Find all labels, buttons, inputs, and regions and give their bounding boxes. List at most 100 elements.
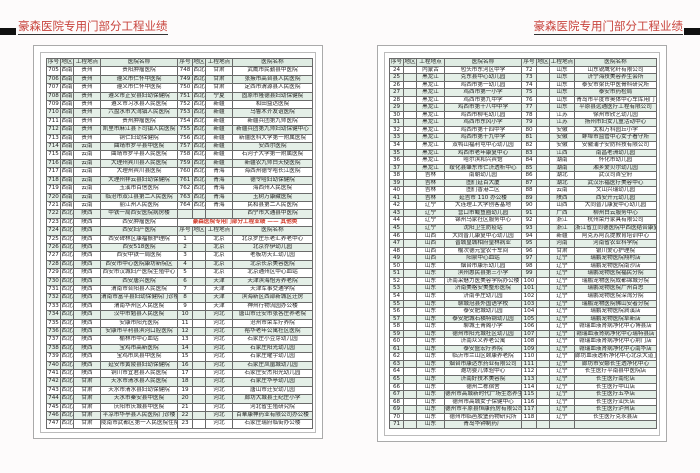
region: 西北 <box>60 251 74 261</box>
hospital-name: 遵义市正安县妇幼保健院 <box>100 91 178 102</box>
row-number: 3 <box>177 251 193 261</box>
table-row: 44 辽宁 锦州乌家社区服务中心 92 浙江 杭州荣丹家具有限公司 <box>389 216 657 226</box>
row-number: 19 <box>177 385 193 396</box>
project-location: 黑龙江 <box>416 148 445 158</box>
row-number: 735 <box>46 318 61 329</box>
row-number: 49 <box>389 254 404 263</box>
row-number: 761 <box>177 175 193 186</box>
row-number: 113 <box>521 374 537 384</box>
row-number: 70 <box>389 412 404 422</box>
region <box>192 377 206 387</box>
row-number: 46 <box>389 231 404 241</box>
project-location: 辽宁 <box>549 344 575 354</box>
row-number: 20 <box>177 394 193 404</box>
region <box>403 88 417 97</box>
table-row: 49 山西 阳泉中心血站 97 辽宁 瑞鹏宠物医院翔村店 <box>389 254 657 263</box>
hospital-name: 长生医疗南伦店 <box>574 374 657 384</box>
project-location: 辽宁 <box>549 405 575 414</box>
column-header: 医院名称 <box>444 58 522 67</box>
project-location: 陕西 <box>73 343 101 354</box>
project-location: 黑龙江 <box>416 133 445 142</box>
region: 西北 <box>60 268 74 278</box>
row-number: 47 <box>389 239 404 248</box>
project-location: 山西 <box>416 231 445 241</box>
row-number: 78 <box>521 110 537 120</box>
row-number: 744 <box>46 394 61 404</box>
row-number: 713 <box>46 133 61 144</box>
row-number: 117 <box>521 405 537 414</box>
row-number: 736 <box>46 326 61 337</box>
row-number: 73 <box>521 73 537 82</box>
hospital-name: 潍坊婴儿体验中心 <box>444 367 522 376</box>
project-location: 甘肃 <box>73 411 101 421</box>
project-location: 辽宁 <box>416 216 445 226</box>
row-number: 758 <box>177 150 193 160</box>
project-location: 黑龙江 <box>416 88 445 97</box>
hospital-name: 大理州祥云县妇幼保健院 <box>100 175 178 186</box>
region <box>536 299 550 309</box>
project-location: 陕西 <box>73 360 101 371</box>
project-location: 安徽 <box>549 133 575 142</box>
project-location: 黑龙江 <box>416 156 445 165</box>
hospital-name: 汉中市勉县人民医院 <box>100 310 178 320</box>
row-number: 79 <box>521 118 537 127</box>
row-number: 54 <box>389 291 404 301</box>
region <box>536 148 550 158</box>
region: 西北 <box>60 360 74 371</box>
table-row: 723 西北 陕西 西安肿瘤医院 豪森医院专用门部分工程业绩 —— 其他类 <box>46 217 313 228</box>
row-number: 118 <box>521 412 537 422</box>
hospital-name: 神州行物流园办公楼 <box>232 301 313 312</box>
region <box>536 307 550 316</box>
project-location: 湖南 <box>549 163 575 173</box>
region <box>403 178 417 188</box>
project-location: 北京 <box>205 234 233 244</box>
row-number: 732 <box>46 293 61 303</box>
table-row: 721 西南 云南 丽江州人民医院 764 西北 青海 民和县第二人民医院 <box>46 200 313 211</box>
project-location: 山东 <box>549 65 575 75</box>
project-location: 云南 <box>73 192 101 202</box>
region <box>403 133 417 142</box>
project-location: 内蒙古 <box>416 65 445 75</box>
project-location: 河北 <box>205 326 233 337</box>
hospital-name: 中铁一局西安医院病房楼 <box>100 209 178 219</box>
row-number: 52 <box>389 276 404 286</box>
project-location: 北京 <box>205 251 233 261</box>
row-number: 102 <box>521 291 537 301</box>
table-row: 65 山东 济南好技术美容院 113 辽宁 长生医疗南伦店 <box>389 374 657 384</box>
page-title-right: 豪森医院专用门部分工程业绩 <box>533 19 683 35</box>
column-header: 地区 <box>403 58 417 67</box>
hospital-name: 天水市清水县人民医院 <box>100 377 178 387</box>
region <box>403 103 417 112</box>
hospital-name: 沧州市荣军疗养院 <box>232 318 313 329</box>
table-row: 71 山东 青岛华钟制药厂 <box>389 420 657 429</box>
region <box>192 284 206 295</box>
region: 地区 <box>192 226 206 236</box>
region <box>536 367 550 376</box>
row-number: 708 <box>46 91 61 102</box>
project-location: 甘肃 <box>73 419 101 429</box>
region <box>403 163 417 173</box>
row-number: 74 <box>521 80 537 90</box>
row-number: 16 <box>177 360 193 371</box>
hospital-name: 西安518医院 <box>100 242 178 253</box>
row-number: 719 <box>46 184 61 194</box>
column-header: 序号 <box>389 58 404 67</box>
row-number: 747 <box>46 419 61 429</box>
hospital-name: 绥化县肇东市仁济透析中心 <box>444 163 522 173</box>
hospital-name: 浙江省立同德医院中西医结合康复中心 <box>574 224 657 233</box>
hospital-name: 渭南市富平县妇幼保健院门诊楼 <box>100 293 178 303</box>
hospital-name: 贵阳肿瘤医院 <box>100 66 178 76</box>
region <box>536 352 550 361</box>
hospital-name: 遵义市习水县人民医院 <box>100 100 178 110</box>
hospital-name: 大理州宾川县人民医院 <box>100 158 178 169</box>
row-number: 91 <box>521 208 537 218</box>
row-number: 734 <box>46 310 61 320</box>
region: 西北 <box>60 419 74 429</box>
row-number: 82 <box>521 141 537 150</box>
hospital-name: 湘乡爱贝尔幼儿园 <box>574 163 657 173</box>
row-number: 40 <box>389 186 404 195</box>
region <box>536 359 550 369</box>
project-location: 山西 <box>416 254 445 263</box>
project-location: 陕西 <box>549 193 575 203</box>
table-row: 59 山东 德州市阳光城社区幼儿园 107 辽宁 赣瑞血液肾病净化中心瑞特县店 <box>389 329 657 339</box>
